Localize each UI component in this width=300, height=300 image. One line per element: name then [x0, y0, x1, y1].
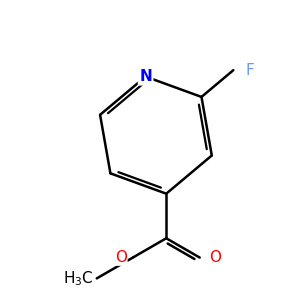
Text: H$_3$C: H$_3$C: [63, 269, 94, 288]
Text: O: O: [208, 250, 220, 265]
Text: N: N: [139, 69, 152, 84]
Text: O: O: [115, 250, 127, 265]
Text: F: F: [245, 63, 254, 78]
